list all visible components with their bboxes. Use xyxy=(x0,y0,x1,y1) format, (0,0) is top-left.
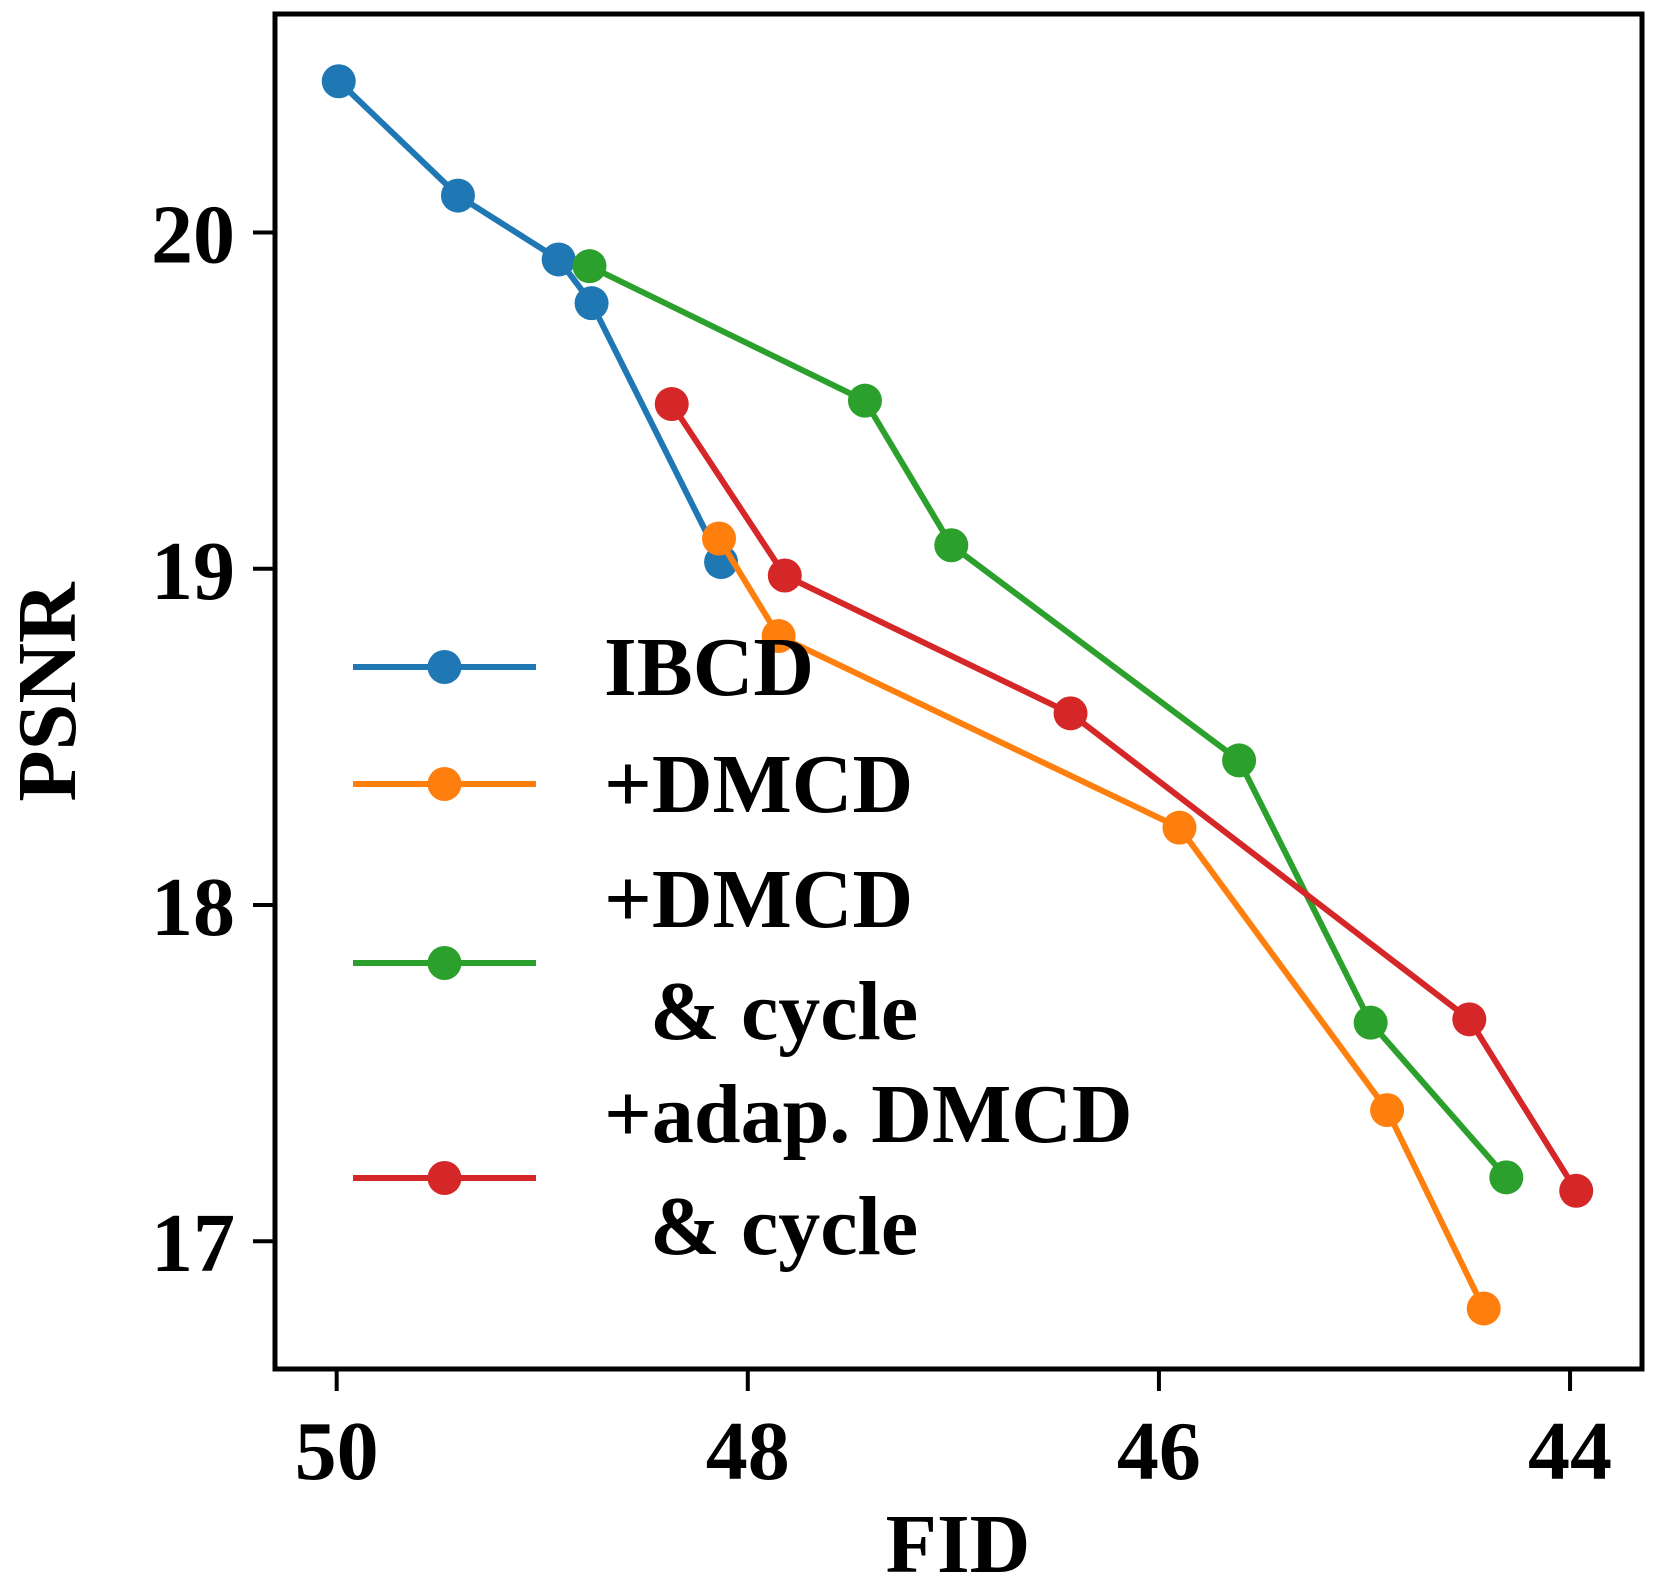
data-point xyxy=(1162,810,1197,845)
x-tick-label: 48 xyxy=(706,1405,790,1498)
data-point xyxy=(847,383,882,418)
series-dmcd-cycle xyxy=(572,249,1524,1195)
data-point xyxy=(541,242,576,277)
series-ibcd xyxy=(321,64,739,580)
plot-frame xyxy=(272,11,1645,1372)
y-axis: 17 18 19 20 xyxy=(151,189,275,1290)
series-dmcd xyxy=(702,521,1501,1326)
series-layer xyxy=(321,64,1594,1326)
series-line xyxy=(336,79,724,564)
data-point xyxy=(1559,1173,1594,1208)
y-tick-label: 20 xyxy=(151,189,235,282)
data-point xyxy=(1053,696,1088,731)
data-point xyxy=(934,528,969,563)
data-point xyxy=(572,249,607,284)
x-tick-label: 44 xyxy=(1528,1405,1612,1498)
data-point xyxy=(654,387,689,422)
legend-entry: +DMCD xyxy=(353,738,913,831)
legend-label: +DMCD xyxy=(604,853,913,946)
series-line xyxy=(588,263,1509,1180)
legend-entry: +adap. DMCD & cycle xyxy=(353,1068,1133,1273)
legend-marker xyxy=(427,650,462,684)
legend-label: & cycle xyxy=(650,1180,918,1273)
data-point xyxy=(702,521,737,556)
legend-entry: IBCD xyxy=(353,621,814,714)
legend-label: IBCD xyxy=(604,621,814,714)
legend-label: +adap. DMCD xyxy=(604,1068,1133,1161)
data-point xyxy=(767,558,802,593)
data-point xyxy=(440,178,475,213)
legend-marker xyxy=(427,946,462,980)
legend-marker xyxy=(427,767,462,801)
data-point xyxy=(321,64,356,99)
legend-label: & cycle xyxy=(650,965,918,1058)
x-axis-label: FID xyxy=(886,1498,1031,1589)
legend-label: +DMCD xyxy=(604,738,913,831)
data-point xyxy=(574,286,609,321)
legend-entry: +DMCD & cycle xyxy=(353,853,918,1058)
data-point xyxy=(1370,1093,1405,1128)
data-point xyxy=(1489,1160,1524,1195)
y-tick-label: 17 xyxy=(151,1197,235,1290)
legend-marker xyxy=(427,1161,462,1195)
y-tick-label: 19 xyxy=(151,525,235,618)
series-adap-dmcd-cycle xyxy=(654,387,1594,1208)
x-axis: 50 48 46 44 xyxy=(295,1369,1612,1498)
data-point xyxy=(1353,1005,1388,1040)
data-point xyxy=(761,619,796,654)
data-point xyxy=(1452,1002,1487,1037)
x-tick-label: 46 xyxy=(1117,1405,1201,1498)
y-tick-label: 18 xyxy=(151,861,235,954)
legend: IBCD +DMCD +DMCD & cycle +adap. DMCD & cycle xyxy=(353,621,1133,1273)
y-axis-label: PSNR xyxy=(1,581,94,802)
data-point xyxy=(1466,1291,1501,1326)
x-tick-label: 50 xyxy=(295,1405,379,1498)
data-point xyxy=(1222,743,1257,778)
